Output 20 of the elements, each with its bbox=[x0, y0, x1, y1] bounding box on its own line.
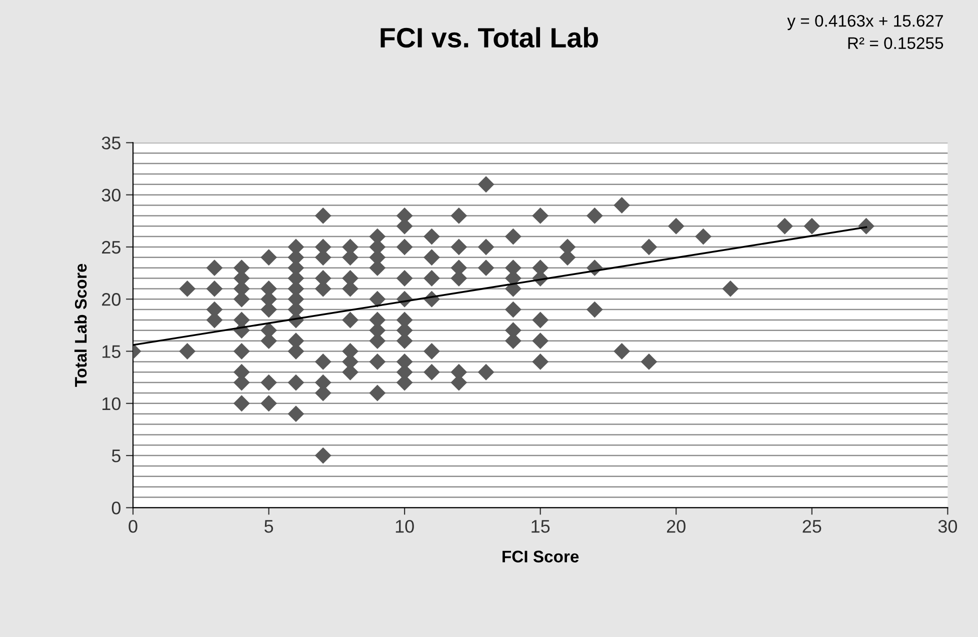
x-tick-label: 0 bbox=[128, 520, 138, 533]
y-tick-label: 15 bbox=[102, 345, 120, 358]
y-tick-label: 25 bbox=[102, 240, 120, 254]
y-tick-label: 35 bbox=[102, 136, 120, 150]
x-tick-label: 25 bbox=[802, 520, 822, 533]
text: y = 0.4163x + 15.627 bbox=[787, 14, 943, 30]
y-tick-label: 5 bbox=[112, 450, 120, 462]
x-tick-label: 5 bbox=[264, 520, 274, 533]
y-axis-title: Total Lab Score bbox=[74, 264, 87, 387]
text: R² = 0.15255 bbox=[848, 37, 944, 50]
y-tick-label: 0 bbox=[112, 502, 120, 514]
x-axis-title: FCI Score bbox=[502, 550, 579, 562]
y-tick-label: 10 bbox=[102, 397, 120, 410]
y-tick-label: 20 bbox=[102, 293, 120, 306]
x-tick-label: 30 bbox=[938, 520, 958, 533]
x-tick-label: 10 bbox=[396, 520, 414, 533]
x-tick-label: 15 bbox=[532, 520, 550, 533]
x-tick-label: 20 bbox=[666, 520, 686, 533]
chart-title: FCI vs. Total Lab bbox=[380, 27, 598, 48]
y-tick-label: 30 bbox=[102, 188, 120, 202]
